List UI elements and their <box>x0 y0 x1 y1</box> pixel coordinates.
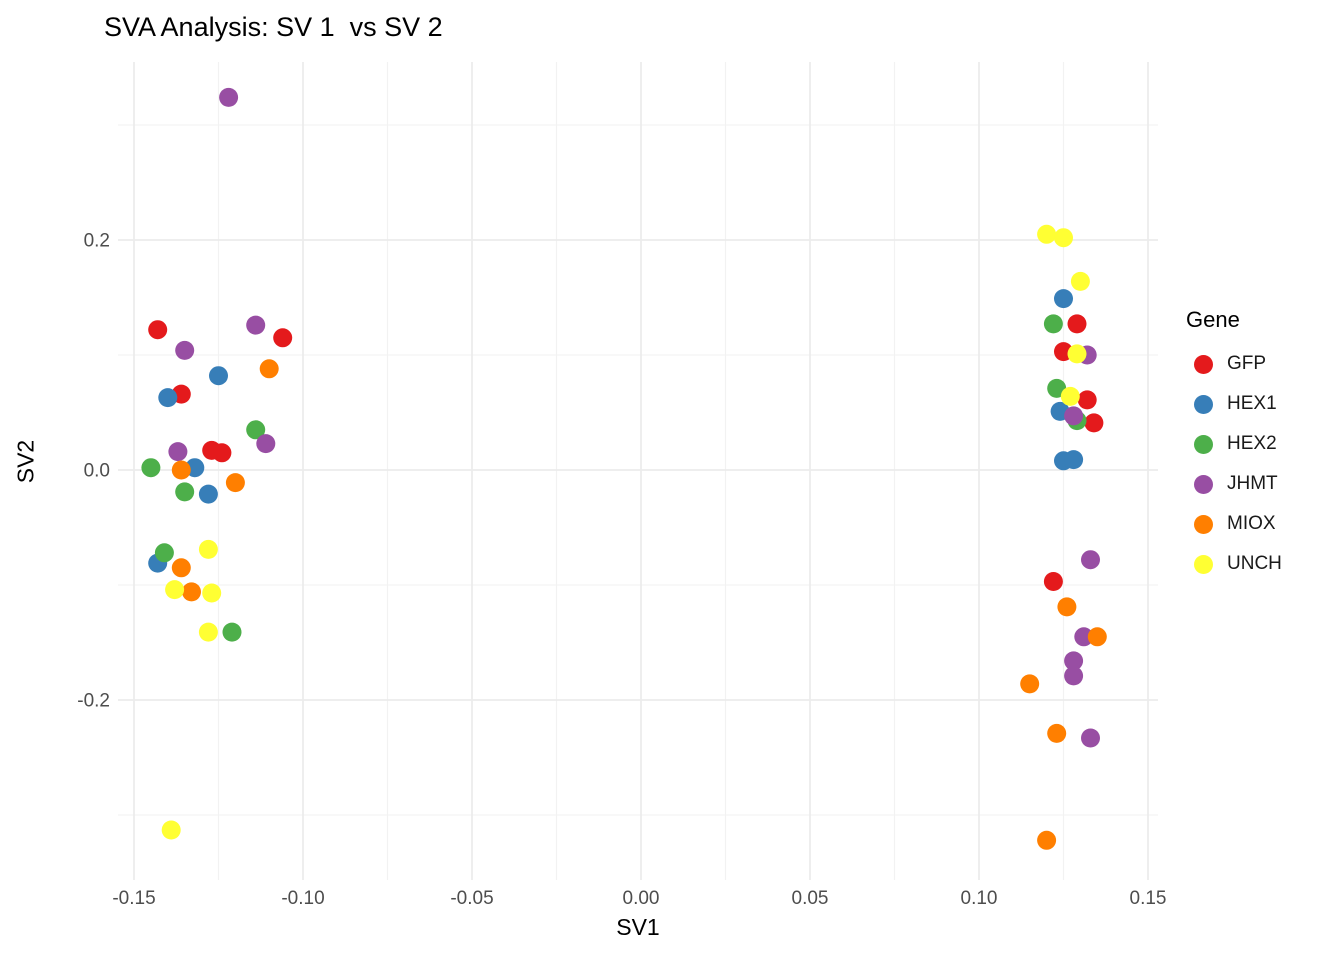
point-jhmt <box>1064 651 1084 671</box>
legend-item-miox: MIOX <box>1180 504 1340 544</box>
legend-swatch-hex2 <box>1194 434 1213 454</box>
point-jhmt <box>1064 666 1084 686</box>
x-axis-tick-labels: -0.15 -0.10 -0.05 0.00 0.05 0.10 0.15 <box>112 888 1166 909</box>
point-unch <box>165 580 185 600</box>
legend-swatch-jhmt <box>1194 474 1213 494</box>
legend-rows: GFP HEX1 HEX2 JHMT MIOX UNCH <box>1180 344 1340 584</box>
legend-swatch-miox <box>1194 514 1213 534</box>
legend-label-hex1: HEX1 <box>1227 393 1277 414</box>
chart-title: SVA Analysis: SV 1 vs SV 2 <box>104 12 443 42</box>
data-points <box>141 87 1107 850</box>
legend-swatch-gfp <box>1194 354 1213 374</box>
y-axis-tick-labels: 0.2 0.0 -0.2 <box>77 231 110 712</box>
point-hex2 <box>154 543 174 563</box>
point-hex2 <box>222 622 242 642</box>
y-axis-title: SV2 <box>12 439 39 484</box>
point-hex1 <box>209 366 228 386</box>
legend-label-miox: MIOX <box>1227 513 1276 534</box>
point-unch <box>1054 228 1073 248</box>
y-tick-label: -0.2 <box>77 691 110 712</box>
point-hex2 <box>141 458 161 478</box>
legend: Gene GFP HEX1 HEX2 JHMT MIOX UNCH <box>1180 308 1340 584</box>
point-hex1 <box>198 484 218 504</box>
point-gfp <box>1043 572 1063 591</box>
point-miox <box>259 359 279 379</box>
point-gfp <box>273 328 293 348</box>
legend-label-unch: UNCH <box>1227 553 1282 574</box>
gridlines-minor <box>118 62 1158 880</box>
point-unch <box>1070 271 1090 291</box>
point-miox <box>1047 723 1067 743</box>
x-tick-label: -0.15 <box>112 888 155 909</box>
legend-item-jhmt: JHMT <box>1180 464 1340 504</box>
y-tick-label: 0.2 <box>84 231 110 252</box>
x-tick-label: 0.15 <box>1130 888 1167 909</box>
legend-label-jhmt: JHMT <box>1227 473 1278 494</box>
x-axis-title: SV1 <box>616 914 660 940</box>
point-unch <box>1037 224 1057 244</box>
point-jhmt <box>1064 406 1084 426</box>
gridlines-major <box>118 62 1158 880</box>
legend-label-hex2: HEX2 <box>1227 433 1277 454</box>
point-miox <box>171 558 191 578</box>
x-tick-label: -0.10 <box>281 888 324 909</box>
y-tick-label: 0.0 <box>84 461 110 482</box>
legend-item-hex1: HEX1 <box>1180 384 1340 424</box>
point-hex1 <box>158 388 178 408</box>
point-hex1 <box>1054 289 1073 309</box>
point-gfp <box>1067 314 1087 334</box>
x-tick-label: 0.10 <box>961 888 998 909</box>
x-tick-label: 0.05 <box>792 888 829 909</box>
point-unch <box>161 820 181 840</box>
point-jhmt <box>256 434 276 454</box>
x-tick-label: -0.05 <box>450 888 493 909</box>
legend-title: Gene <box>1186 307 1240 332</box>
point-jhmt <box>1081 550 1100 570</box>
point-jhmt <box>168 442 188 462</box>
point-unch <box>1067 344 1087 364</box>
point-hex1 <box>1064 450 1084 470</box>
point-unch <box>198 622 218 642</box>
point-gfp <box>212 443 232 463</box>
point-miox <box>182 582 201 602</box>
legend-item-hex2: HEX2 <box>1180 424 1340 464</box>
point-gfp <box>148 320 168 340</box>
point-miox <box>1037 830 1057 850</box>
point-miox <box>171 460 191 480</box>
point-hex2 <box>246 420 266 440</box>
point-gfp <box>1084 413 1104 433</box>
legend-item-unch: UNCH <box>1180 544 1340 584</box>
point-miox <box>1020 674 1040 694</box>
point-miox <box>1087 627 1107 647</box>
point-miox <box>1057 597 1077 617</box>
point-unch <box>202 583 222 603</box>
point-hex2 <box>1043 314 1063 334</box>
legend-label-gfp: GFP <box>1227 353 1267 374</box>
point-hex2 <box>175 482 195 502</box>
point-unch <box>198 539 218 559</box>
point-jhmt <box>1074 627 1094 647</box>
legend-swatch-unch <box>1194 554 1213 574</box>
x-tick-label: 0.00 <box>623 888 660 909</box>
point-unch <box>1060 386 1080 406</box>
point-jhmt <box>1081 728 1100 748</box>
legend-swatch-hex1 <box>1194 394 1213 414</box>
point-gfp <box>1077 390 1097 410</box>
point-miox <box>225 473 245 493</box>
legend-item-gfp: GFP <box>1180 344 1340 384</box>
point-jhmt <box>219 87 239 107</box>
point-jhmt <box>246 315 266 335</box>
point-jhmt <box>175 340 195 360</box>
